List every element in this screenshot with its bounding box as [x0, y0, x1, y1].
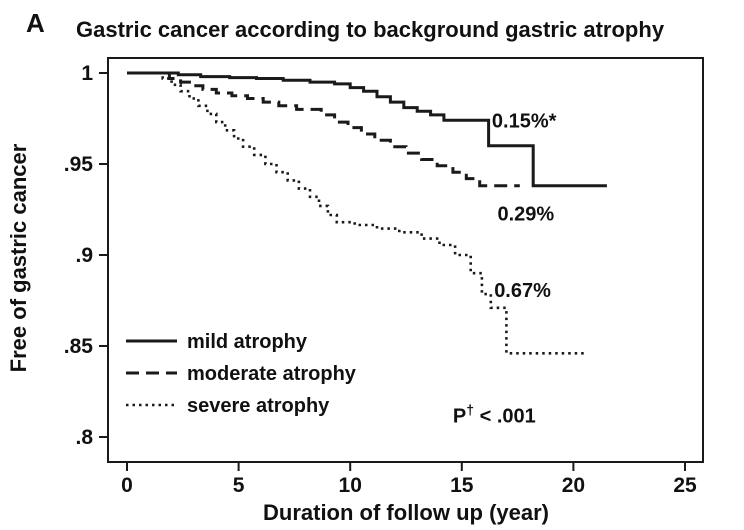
x-axis-title: Duration of follow up (year)	[263, 500, 549, 525]
plot-frame	[107, 57, 704, 463]
annotation: 0.67%	[494, 280, 551, 302]
series-line-severe-atrophy	[127, 71, 585, 355]
x-tick-label: 20	[562, 474, 585, 497]
y-tick-label: 1	[81, 62, 93, 85]
legend-label: moderate atrophy	[187, 363, 357, 385]
annotation: P† < .001	[453, 401, 536, 427]
x-tick-label: 0	[121, 474, 133, 497]
plot-area: 0 5 10 15 20 25 1 .95 .9 .85 .8 mild atrophy moderat…	[64, 57, 704, 497]
series-line-moderate-atrophy	[127, 71, 520, 188]
y-axis-title: Free of gastric cancer	[6, 143, 31, 372]
x-tick-label: 15	[450, 474, 474, 497]
x-tick-label: 25	[673, 474, 697, 497]
y-tick-label: .9	[75, 244, 93, 267]
annotation: 0.15%*	[492, 111, 557, 133]
y-tick-label: .8	[75, 426, 93, 449]
legend-label: severe atrophy	[187, 395, 330, 417]
series-line-mild-atrophy	[127, 71, 607, 188]
legend-label: mild atrophy	[187, 331, 308, 353]
y-tick-label: .95	[64, 153, 94, 176]
annotation: 0.29%	[498, 203, 555, 225]
chart-title: Gastric cancer according to background g…	[76, 17, 665, 42]
x-tick-label: 5	[233, 474, 245, 497]
y-tick-label: .85	[64, 335, 94, 358]
panel-label: A	[26, 8, 45, 38]
x-tick-label: 10	[339, 474, 362, 497]
